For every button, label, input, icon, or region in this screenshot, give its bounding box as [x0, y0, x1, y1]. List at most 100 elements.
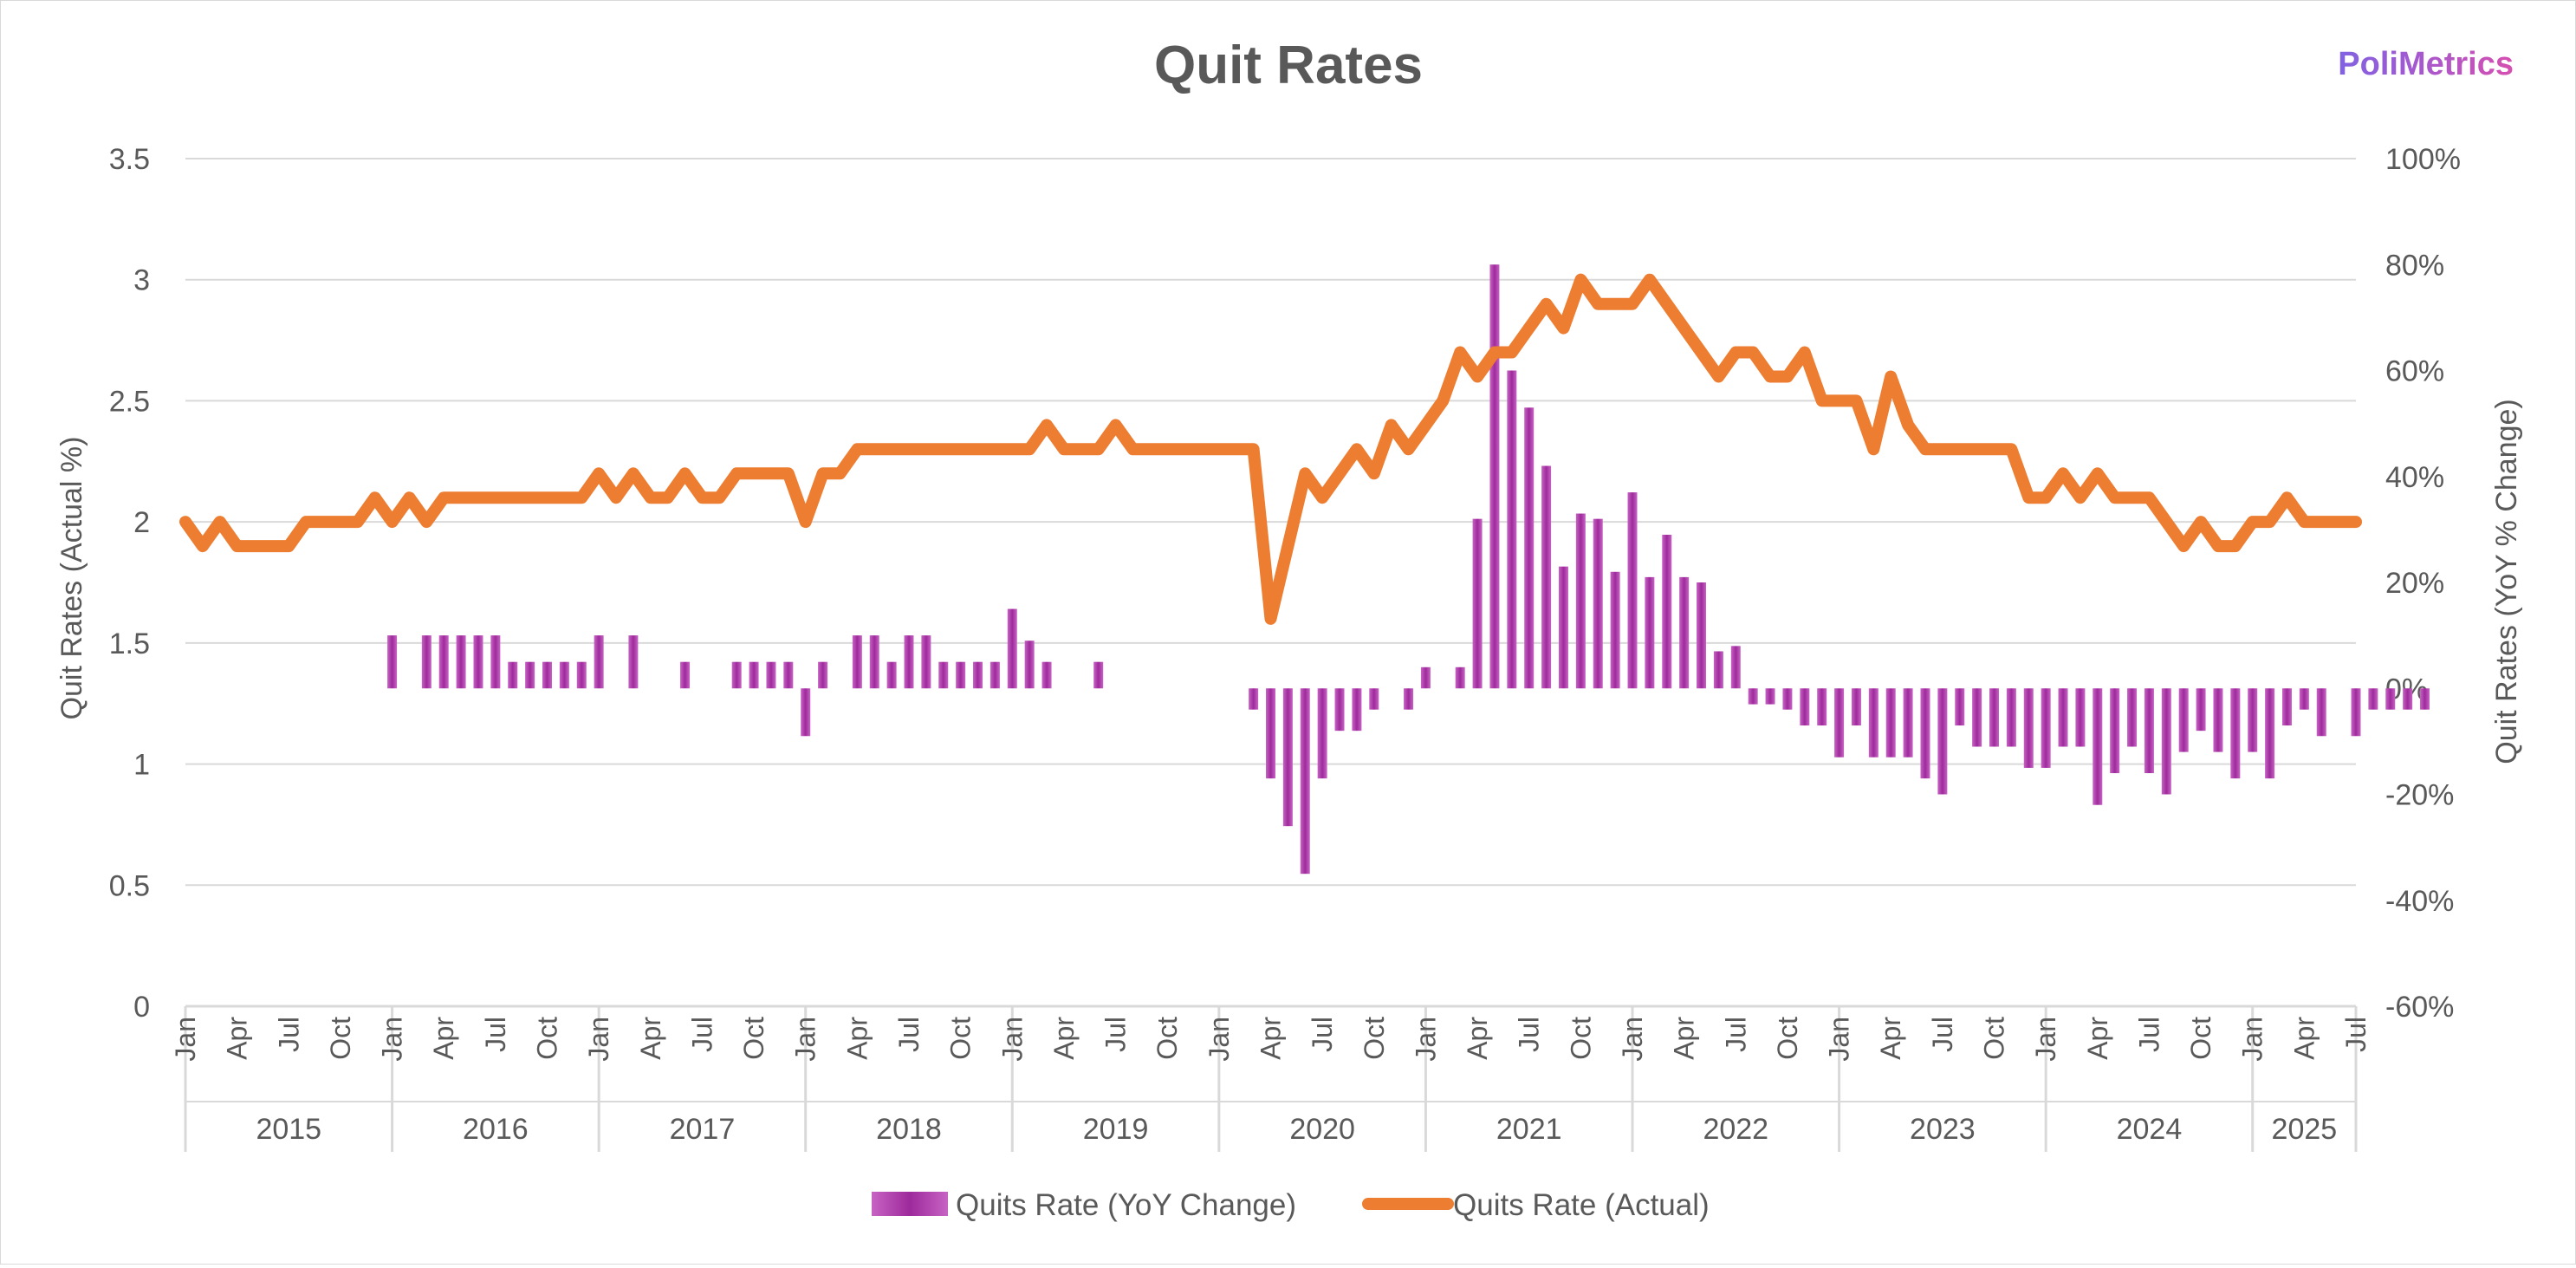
actual-line-series: [179, 273, 2362, 625]
month-tick-label: Apr: [1256, 1017, 1287, 1060]
left-tick-label: 1.5: [109, 627, 150, 660]
left-axis-ticks: 0 0.5 1 1.5 2 2.5 3 3.5: [109, 143, 150, 1024]
yoy-bar: [2420, 688, 2430, 710]
month-tick-label: Jul: [2133, 1017, 2164, 1052]
right-tick-label: 60%: [2385, 355, 2444, 388]
yoy-bar: [456, 635, 466, 689]
yoy-bar: [1679, 576, 1690, 689]
brand-logo: PoliMetrics: [2254, 46, 2514, 83]
yoy-bar: [2110, 688, 2120, 774]
yoy-bar: [628, 635, 639, 689]
month-tick-label: Apr: [1669, 1017, 1700, 1060]
yoy-bar: [852, 635, 862, 689]
yoy-bar: [594, 635, 604, 689]
month-tick-label: Jan: [583, 1017, 614, 1062]
yoy-bar: [525, 661, 535, 689]
left-tick-label: 2.5: [109, 385, 150, 418]
yoy-bar: [2368, 688, 2378, 710]
yoy-bar: [1352, 688, 1362, 732]
month-tick-label: Oct: [945, 1017, 977, 1060]
yoy-bar: [801, 688, 811, 737]
yoy-bar: [1575, 513, 1586, 689]
yoy-bar: [1713, 651, 1723, 689]
yoy-bar: [1334, 688, 1345, 732]
yoy-bar: [1868, 688, 1878, 758]
month-tick-label: Oct: [738, 1017, 769, 1060]
legend: Quits Rate (YoY Change) Quits Rate (Actu…: [872, 1188, 1710, 1222]
x-axis: Jan Apr Jul Oct Jan Apr Jul Oct Jan Apr Jul Oct Jan A…: [170, 1005, 2372, 1152]
yoy-bar: [1817, 688, 1827, 726]
right-axis-ticks: -60%-40%-20%0%20%40%60%80%100%: [2385, 143, 2461, 1024]
month-tick-label: Oct: [2185, 1017, 2216, 1060]
month-tick-label: Jan: [1824, 1017, 1855, 1062]
month-tick-label: Apr: [2288, 1017, 2320, 1060]
yoy-bar: [818, 661, 828, 689]
left-tick-label: 3.5: [109, 143, 150, 176]
right-tick-label: 40%: [2385, 461, 2444, 494]
month-tick-label: Oct: [1152, 1017, 1183, 1060]
yoy-bar: [1593, 518, 1603, 689]
yoy-bar: [1989, 688, 1999, 747]
yoy-bar: [1024, 641, 1035, 689]
yoy-bar: [1041, 661, 1052, 689]
yoy-bar: [2075, 688, 2086, 747]
year-label: 2023: [1910, 1113, 1976, 1146]
yoy-bar: [438, 635, 449, 689]
yoy-bar: [680, 661, 691, 689]
yoy-bar: [1920, 688, 1930, 779]
yoy-bar: [2230, 688, 2241, 779]
month-tick-label: Apr: [222, 1017, 253, 1060]
left-tick-label: 3: [133, 264, 150, 297]
yoy-bar: [2093, 688, 2103, 805]
yoy-bar: [1558, 566, 1568, 689]
right-tick-label: 100%: [2385, 143, 2461, 176]
month-tick-label: Oct: [325, 1017, 356, 1060]
yoy-bar: [2265, 688, 2275, 779]
yoy-bar: [2006, 688, 2016, 747]
month-tick-label: Jul: [480, 1017, 511, 1052]
right-tick-label: -60%: [2385, 991, 2454, 1024]
month-tick-label: Jul: [1307, 1017, 1338, 1052]
yoy-bar: [1748, 688, 1758, 705]
yoy-bar: [869, 635, 879, 689]
month-tick-label: Jan: [790, 1017, 821, 1062]
right-tick-label: -40%: [2385, 885, 2454, 918]
yoy-bar: [421, 635, 431, 689]
month-tick-label: Jan: [2237, 1017, 2268, 1062]
month-tick-label: Jan: [2030, 1017, 2061, 1062]
left-tick-label: 1: [133, 749, 150, 782]
month-tick-label: Jan: [996, 1017, 1028, 1062]
yoy-bar: [490, 635, 501, 689]
month-tick-label: Jul: [686, 1017, 717, 1052]
month-tick-label: Jul: [1720, 1017, 1751, 1052]
month-tick-label: Oct: [1359, 1017, 1390, 1060]
year-label: 2017: [670, 1113, 736, 1146]
yoy-bar: [973, 661, 983, 689]
yoy-bar: [1524, 407, 1535, 689]
month-tick-label: Apr: [635, 1017, 666, 1060]
month-tick-label: Apr: [2082, 1017, 2113, 1060]
yoy-bar: [542, 661, 552, 689]
yoy-bar: [1730, 646, 1741, 689]
yoy-bar: [2161, 688, 2171, 795]
yoy-bar: [473, 635, 483, 689]
month-tick-label: Apr: [841, 1017, 873, 1060]
yoy-bar: [938, 661, 949, 689]
chart-title: Quit Rates: [1154, 36, 1423, 95]
yoy-bar: [1420, 667, 1431, 689]
yoy-bar: [956, 661, 966, 689]
month-tick-label: Apr: [1875, 1017, 1906, 1060]
yoy-bar: [1610, 571, 1620, 689]
yoy-bar: [1300, 688, 1310, 875]
month-tick-label: Apr: [1048, 1017, 1080, 1060]
yoy-bar: [1007, 608, 1017, 689]
yoy-bar: [1851, 688, 1861, 726]
gridlines: [185, 158, 2356, 887]
left-tick-label: 0.5: [109, 869, 150, 902]
yoy-bar: [1697, 582, 1707, 689]
right-axis-label: Quit Rates (YoY % Change): [2490, 399, 2523, 764]
yoy-bar: [1455, 667, 1465, 689]
yoy-bar: [886, 661, 897, 689]
yoy-bars-series: [387, 264, 2430, 875]
yoy-bar: [2299, 688, 2309, 710]
